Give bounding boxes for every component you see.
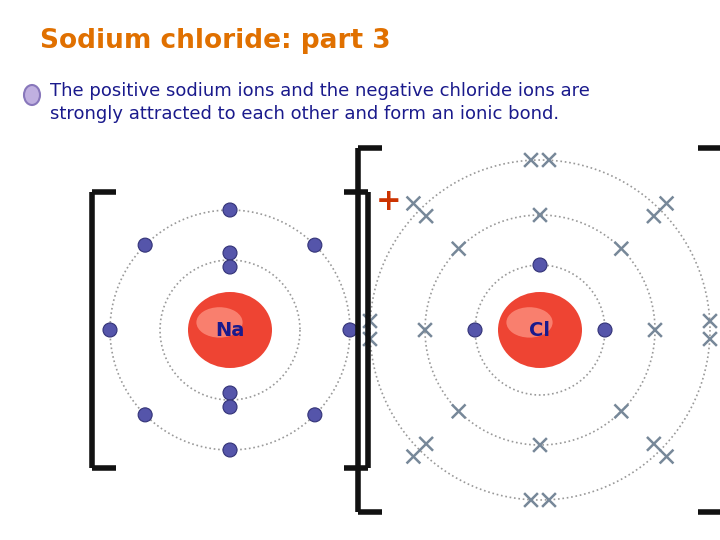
Ellipse shape <box>103 323 117 337</box>
Ellipse shape <box>533 258 547 272</box>
Text: Cl: Cl <box>529 321 551 340</box>
Text: +: + <box>376 187 402 216</box>
Ellipse shape <box>223 246 237 260</box>
Ellipse shape <box>343 323 357 337</box>
Ellipse shape <box>138 408 152 422</box>
Ellipse shape <box>223 203 237 217</box>
Ellipse shape <box>188 292 272 368</box>
Text: Sodium chloride: part 3: Sodium chloride: part 3 <box>40 28 391 54</box>
Ellipse shape <box>506 307 553 338</box>
Ellipse shape <box>24 85 40 105</box>
Ellipse shape <box>223 260 237 274</box>
Ellipse shape <box>498 292 582 368</box>
Ellipse shape <box>308 238 322 252</box>
Ellipse shape <box>223 386 237 400</box>
Text: The positive sodium ions and the negative chloride ions are: The positive sodium ions and the negativ… <box>50 82 590 100</box>
Ellipse shape <box>598 323 612 337</box>
Ellipse shape <box>138 238 152 252</box>
Ellipse shape <box>197 307 243 338</box>
Ellipse shape <box>468 323 482 337</box>
Ellipse shape <box>223 443 237 457</box>
Ellipse shape <box>308 408 322 422</box>
Ellipse shape <box>223 400 237 414</box>
Text: strongly attracted to each other and form an ionic bond.: strongly attracted to each other and for… <box>50 105 559 123</box>
Text: Na: Na <box>215 321 245 340</box>
